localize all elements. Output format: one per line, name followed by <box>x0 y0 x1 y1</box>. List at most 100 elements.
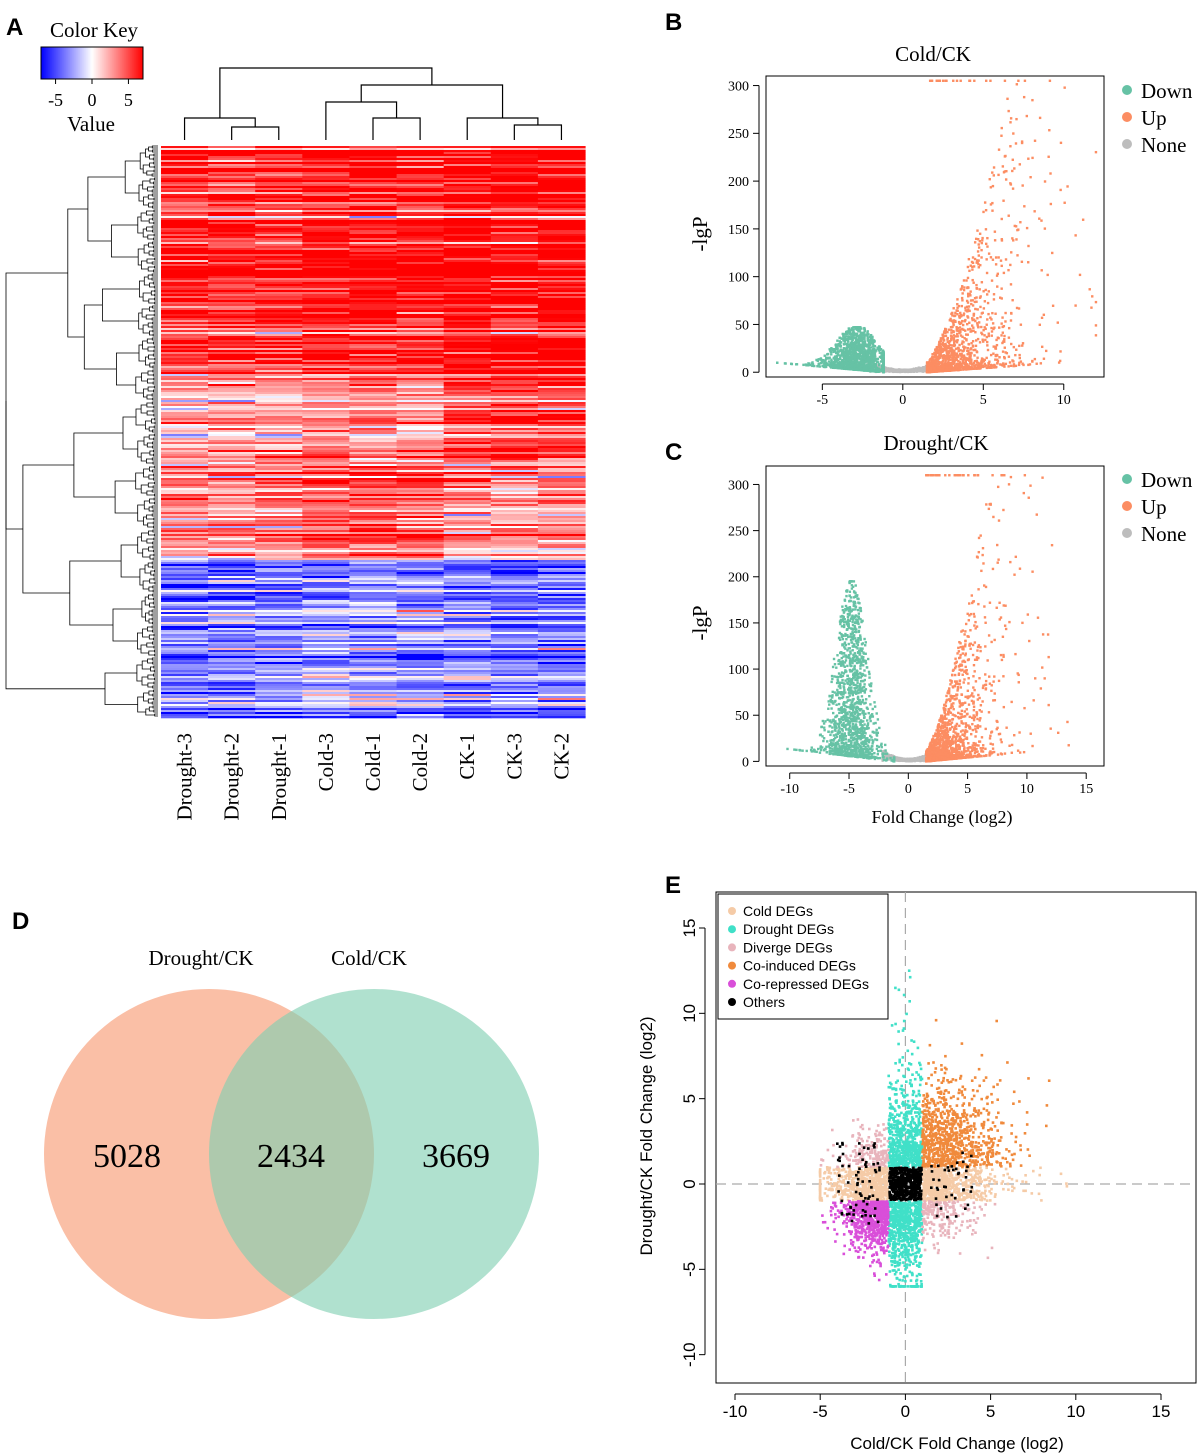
heatmap-column-label: CK-3 <box>502 733 526 780</box>
heatmap-cell <box>255 424 303 427</box>
heatmap-column-label: Drought-3 <box>173 733 197 821</box>
heatmap-cell <box>208 432 256 435</box>
heatmap-cell <box>302 328 350 331</box>
point-down <box>840 367 843 370</box>
heatmap-cell <box>443 452 492 455</box>
heatmap-cell <box>302 274 350 277</box>
heatmap-cell <box>396 690 445 693</box>
heatmap-cell <box>208 426 256 429</box>
heatmap-cell <box>349 708 398 711</box>
heatmap-cell <box>396 542 445 545</box>
heatmap-cell <box>161 684 209 687</box>
heatmap-cell <box>302 480 350 483</box>
heatmap-cell <box>255 398 303 401</box>
heatmap-cell <box>443 258 492 261</box>
heatmap-cell <box>396 688 445 691</box>
heatmap-cell <box>302 316 350 319</box>
heatmap-cell <box>161 196 209 199</box>
heatmap-cell <box>255 304 303 307</box>
heatmap-cell <box>349 478 398 481</box>
point-down <box>850 332 853 336</box>
heatmap-cell <box>208 668 256 671</box>
heatmap-cell <box>349 152 398 155</box>
heatmap-cell <box>161 440 209 443</box>
heatmap-cell <box>255 156 303 159</box>
heatmap-cell <box>208 436 256 439</box>
heatmap-cell <box>161 434 209 437</box>
heatmap-cell <box>349 388 398 391</box>
heatmap-cell <box>396 574 445 577</box>
heatmap-cell <box>161 600 209 603</box>
heatmap-cell <box>396 562 445 565</box>
heatmap-cell <box>349 148 398 151</box>
heatmap-cell <box>161 632 209 635</box>
heatmap-cell <box>396 552 445 555</box>
point-up <box>948 363 952 367</box>
heatmap-cell <box>161 208 209 211</box>
heatmap-cell <box>537 696 586 699</box>
heatmap-cell <box>208 314 256 317</box>
heatmap-cell <box>302 154 350 157</box>
heatmap-column-label: Cold-2 <box>408 733 432 791</box>
heatmap-cell <box>490 464 539 467</box>
heatmap-cell <box>443 536 492 539</box>
heatmap-cell <box>396 256 445 259</box>
heatmap-cell <box>443 622 492 625</box>
point-down <box>821 359 824 362</box>
heatmap-cell <box>161 336 209 339</box>
heatmap-cell <box>161 578 209 581</box>
heatmap-cell <box>443 270 492 273</box>
heatmap-cell <box>208 480 256 483</box>
heatmap-cell <box>443 176 492 179</box>
heatmap-cell <box>255 486 303 489</box>
heatmap-cell <box>161 214 209 217</box>
heatmap-cell <box>255 532 303 535</box>
heatmap-cell <box>490 394 539 397</box>
heatmap-cell <box>443 694 492 697</box>
heatmap-cell <box>161 464 209 467</box>
heatmap-cell <box>396 244 445 247</box>
heatmap-cell <box>255 268 303 271</box>
heatmap-cell <box>537 430 586 433</box>
heatmap-cell <box>490 598 539 601</box>
heatmap-cell <box>349 322 398 325</box>
heatmap-cell <box>443 424 492 427</box>
heatmap-cell <box>490 546 539 549</box>
heatmap-cell <box>396 468 445 471</box>
heatmap-cell <box>302 596 350 599</box>
point-down <box>836 339 839 342</box>
heatmap-cell <box>161 288 209 291</box>
heatmap-cell <box>255 394 303 397</box>
point-down <box>854 347 857 350</box>
heatmap-column-label: Drought-2 <box>220 733 244 821</box>
heatmap-cell <box>537 522 586 525</box>
heatmap-cell <box>208 264 256 267</box>
heatmap-cell <box>443 266 492 269</box>
heatmap-cell <box>161 570 209 573</box>
heatmap-cell <box>396 664 445 667</box>
heatmap-cell <box>255 270 303 273</box>
heatmap-cell <box>490 594 539 597</box>
heatmap-cell <box>443 224 492 227</box>
heatmap-cell <box>255 162 303 165</box>
heatmap-cell <box>443 186 492 189</box>
point-none <box>907 370 910 373</box>
heatmap-cell <box>443 234 492 237</box>
point-none <box>924 370 927 373</box>
heatmap-cell <box>161 438 209 441</box>
heatmap-cell <box>490 302 539 305</box>
heatmap-cell <box>443 558 492 561</box>
heatmap-cell <box>490 692 539 695</box>
heatmap-cell <box>161 190 209 193</box>
heatmap-cell <box>349 404 398 407</box>
heatmap-cell <box>349 546 398 549</box>
heatmap-cell <box>349 196 398 199</box>
heatmap-cell <box>208 710 256 713</box>
point-down <box>853 355 856 359</box>
heatmap-cell <box>349 568 398 571</box>
heatmap-cell <box>396 570 445 573</box>
heatmap-cell <box>302 394 350 397</box>
heatmap-cell <box>443 714 492 717</box>
point-none <box>913 369 916 372</box>
